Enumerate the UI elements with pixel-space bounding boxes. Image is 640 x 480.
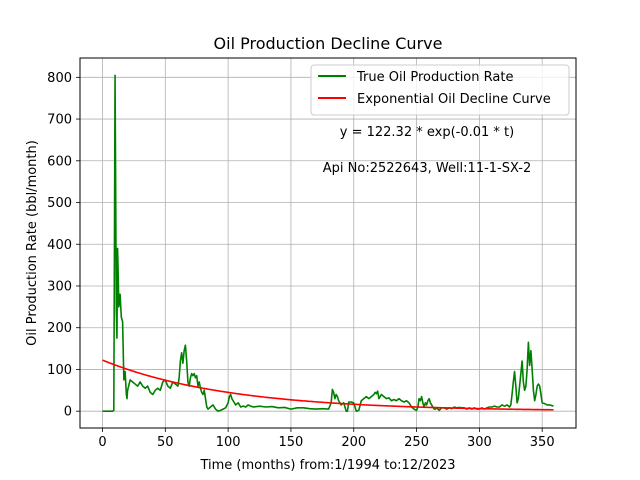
series-line-decline-curve [102,359,554,411]
legend: True Oil Production Rate Exponential Oil… [310,64,570,116]
legend-box [310,64,570,116]
y-tick-label: 100 [47,363,72,378]
legend-label-decline-curve: Exponential Oil Decline Curve [357,92,551,107]
x-tick-label: 300 [467,435,492,450]
x-axis-label: Time (months) from:1/1994 to:12/2023 [199,458,455,473]
chart-title: Oil Production Decline Curve [214,34,443,53]
x-tick-label: 50 [157,435,174,450]
y-tick-label: 500 [47,196,72,211]
x-tick-label: 150 [279,435,304,450]
y-tick-label: 600 [47,154,72,169]
plot-frame [79,57,577,429]
x-tick-label: 100 [216,435,241,450]
x-tick-label: 250 [404,435,429,450]
x-tick-label: 0 [98,435,106,450]
ticks: 0 50 100 150 200 250 300 350 0 100 200 300 400 500 600… [47,71,554,450]
x-tick-label: 200 [341,435,366,450]
y-tick-label: 400 [47,238,72,253]
grid [80,58,576,428]
series-line-true-rate [102,74,554,412]
y-tick-label: 700 [47,113,72,128]
y-tick-label: 200 [47,321,72,336]
x-tick-label: 350 [530,435,555,450]
y-tick-label: 0 [64,405,72,420]
y-tick-label: 800 [47,71,72,86]
well-info-annotation: Api No:2522643, Well:11-1-SX-2 [323,161,531,176]
series-group [102,74,554,412]
legend-label-true-rate: True Oil Production Rate [356,70,513,85]
y-axis-label: Oil Production Rate (bbl/month) [25,140,40,346]
y-tick-label: 300 [47,279,72,294]
fit-equation-annotation: y = 122.32 * exp(-0.01 * t) [340,125,514,140]
